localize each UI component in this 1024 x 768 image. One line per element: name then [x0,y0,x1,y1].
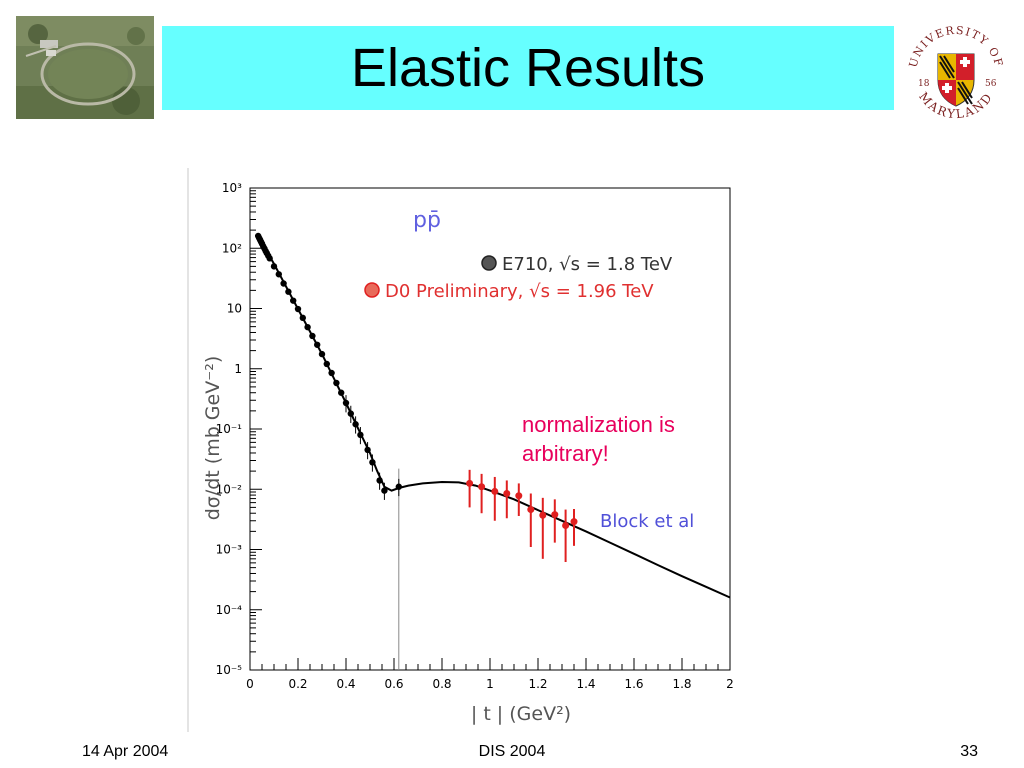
e710-data-point [304,323,311,331]
y-tick-label: 10⁻¹ [216,422,243,436]
seal-year-left: 18 [918,79,930,89]
x-tick-label: 0.4 [336,677,355,691]
x-axis-ticks: 0 0.2 0.4 0.6 0.8 1 1.2 1.4 1.6 1.8 2 [246,658,734,691]
footer-slide-number: 33 [960,743,978,760]
chart-svg: 0 0.2 0.4 0.6 0.8 1 1.2 1.4 1.6 1.8 2 10³ 10² 10 1 10⁻… [187,168,734,732]
normalization-note-line1: normalization is [522,412,675,437]
e710-data-point [285,288,292,295]
e710-data-point [395,483,402,490]
d0-data-point [551,511,559,519]
legend-label-d0: D0 Preliminary, √s = 1.96 TeV [385,281,654,302]
normalization-note-line2: arbitrary! [522,441,609,466]
x-tick-label: 0 [246,677,254,691]
d0-data-point [491,487,499,495]
y-tick-label: 10⁻³ [216,543,243,557]
footer-conference: DIS 2004 [478,743,546,760]
x-tick-label: 1.8 [672,677,691,691]
slide-title: Elastic Results [350,38,706,98]
legend-label-e710: E710, √s = 1.8 TeV [502,254,673,275]
d0-data-point [539,511,547,519]
e710-data-point [280,280,287,287]
y-tick-label: 10⁻² [216,482,243,496]
x-axis-label: | t | (GeV²) [471,703,571,725]
e710-data-point [270,263,278,270]
x-tick-label: 2 [726,677,734,691]
curve-label-block-et-al: Block et al [600,511,694,532]
e710-data-point [266,255,273,262]
y-axis-ticks: 10³ 10² 10 1 10⁻¹ 10⁻² 10⁻³ 10⁻⁴ 10⁻⁵ [216,181,262,677]
data-points-layer [254,232,578,563]
e710-data-point [347,410,354,417]
legend-marker-e710 [481,255,497,271]
x-tick-label: 1.2 [528,677,547,691]
e710-data-point [294,305,302,313]
d0-data-point [503,490,511,498]
footer-date: 14 Apr 2004 [82,743,169,760]
x-tick-label: 1 [486,677,494,691]
e710-data-point [318,350,326,358]
y-tick-label: 10³ [222,181,242,195]
x-tick-label: 0.6 [384,677,403,691]
d0-data-point [570,518,578,526]
y-tick-label: 10 [227,302,242,316]
y-tick-label: 10⁻⁴ [216,603,243,617]
y-axis-label: dσ/dt (mb GeV⁻²) [202,356,224,521]
y-tick-label: 10² [222,241,242,255]
x-tick-label: 0.8 [432,677,451,691]
e710-data-point [328,369,335,377]
e710-data-point [369,459,376,466]
e710-data-point [275,271,282,278]
university-seal-logo: UNIVERSITY OF MARYLAND 18 56 [900,14,1012,126]
accelerator-aerial-photo [16,16,154,119]
e710-data-point [333,379,340,387]
d0-data-point [515,492,523,500]
e710-data-point [376,477,383,484]
d0-data-point [527,506,535,514]
y-tick-label: 10⁻⁵ [216,663,243,677]
y-tick-label: 1 [234,362,242,376]
e710-data-point [364,446,371,454]
legend-marker-d0 [364,282,380,298]
e710-data-point [290,297,297,304]
x-tick-label: 1.6 [624,677,643,691]
e710-data-point [309,332,316,340]
seal-image: UNIVERSITY OF MARYLAND 18 56 [906,22,1006,122]
x-tick-label: 0.2 [288,677,307,691]
e710-data-point [338,389,345,396]
e710-data-point [381,487,388,494]
x-tick-label: 1.4 [576,677,595,691]
elastic-cross-section-chart: 0 0.2 0.4 0.6 0.8 1 1.2 1.4 1.6 1.8 2 10³ 10² 10 1 10⁻… [180,168,740,732]
aerial-photo-image [16,16,154,119]
d0-data-point [466,479,474,487]
seal-year-right: 56 [985,79,997,89]
e710-data-point [323,360,330,368]
process-label: pp̄ [413,208,441,233]
d0-data-point [562,522,570,530]
e710-data-point [342,399,350,407]
e710-data-point [299,314,306,322]
title-bar: Elastic Results [162,26,894,110]
e710-data-point [352,421,359,428]
e710-data-point [357,431,364,439]
e710-data-point [314,341,321,348]
d0-data-point [478,483,486,491]
normalization-note: normalization is arbitrary! [522,410,675,468]
